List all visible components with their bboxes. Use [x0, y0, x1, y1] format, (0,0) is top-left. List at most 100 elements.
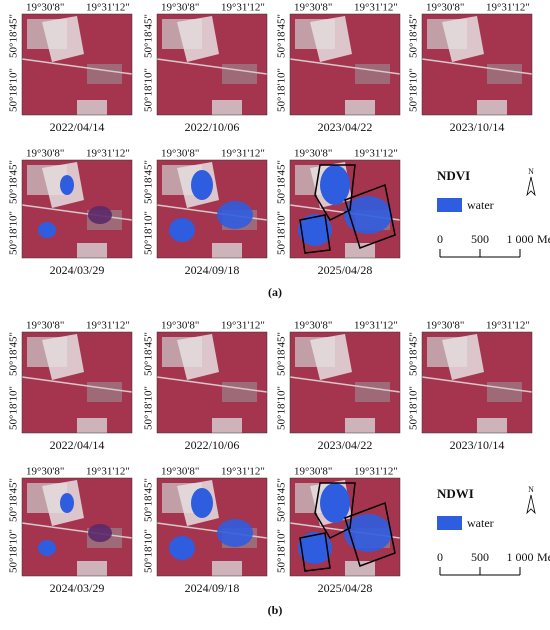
x-coordinate-label: 19°31'12"	[354, 320, 398, 332]
x-coordinate-label: 19°30'8"	[426, 320, 464, 332]
map-tile	[21, 477, 133, 577]
water-area	[320, 165, 350, 205]
road	[21, 58, 133, 75]
north-label: N	[528, 167, 534, 176]
map-frame	[21, 13, 133, 116]
y-coordinate-label: 50°18'10"	[408, 386, 420, 430]
white-area	[177, 334, 219, 380]
y-coordinate-label: 50°18'10"	[276, 211, 288, 255]
grey-patch	[222, 64, 257, 84]
water-area	[217, 519, 253, 547]
date-label: 2022/04/14	[50, 438, 105, 452]
water-area	[344, 196, 392, 234]
x-coordinate-label: 19°30'8"	[161, 2, 199, 14]
x-coordinate-label: 19°31'12"	[221, 148, 265, 160]
road	[21, 522, 133, 539]
map-frame	[21, 477, 133, 577]
x-coordinate-label: 19°30'8"	[26, 320, 64, 332]
grey-patch	[487, 64, 522, 84]
grey-patch	[345, 418, 375, 433]
legend-label: water	[467, 516, 494, 530]
y-coordinate-label: 50°18'10"	[143, 386, 155, 430]
date-label: 2025/04/28	[318, 263, 373, 277]
map-tile	[421, 331, 533, 434]
date-label: 2022/10/06	[185, 120, 240, 134]
water-area	[60, 493, 74, 513]
y-coordinate-label: 50°18'10"	[143, 529, 155, 573]
y-coordinate-label: 50°18'10"	[8, 211, 20, 255]
x-coordinate-label: 19°31'12"	[486, 320, 530, 332]
water-area	[169, 536, 195, 560]
map-tile	[156, 13, 268, 116]
x-coordinate-label: 19°30'8"	[26, 2, 64, 14]
x-coordinate-label: 19°30'8"	[294, 2, 332, 14]
date-label: 2024/03/29	[50, 581, 105, 595]
map-tile	[289, 331, 401, 434]
y-coordinate-label: 50°18'45"	[143, 14, 155, 58]
legend-swatch	[437, 516, 462, 530]
x-coordinate-label: 19°30'8"	[161, 148, 199, 160]
scale-unit: Meters	[537, 232, 550, 246]
map-tile	[156, 477, 268, 577]
grey-patch	[222, 382, 257, 402]
x-coordinate-label: 19°30'8"	[294, 466, 332, 478]
study-outline	[299, 214, 331, 254]
scale-label: 1 000	[507, 550, 534, 564]
study-outline	[344, 501, 396, 567]
map-tile	[289, 159, 401, 259]
map-tile	[21, 13, 133, 116]
x-coordinate-label: 19°31'12"	[86, 2, 130, 14]
y-coordinate-label: 50°18'10"	[408, 68, 420, 112]
grey-patch	[77, 100, 107, 115]
grey-patch	[345, 561, 375, 576]
grey-patch	[345, 243, 375, 258]
x-coordinate-label: 19°30'8"	[294, 320, 332, 332]
y-coordinate-label: 50°18'45"	[408, 332, 420, 376]
y-coordinate-label: 50°18'10"	[143, 68, 155, 112]
map-frame	[156, 13, 268, 116]
date-label: 2023/04/22	[318, 438, 373, 452]
road	[289, 58, 401, 75]
map-frame	[289, 477, 401, 577]
north-arrow	[526, 176, 536, 197]
y-coordinate-label: 50°18'45"	[276, 160, 288, 204]
y-coordinate-label: 50°18'10"	[8, 386, 20, 430]
water-area	[88, 206, 112, 224]
grey-patch	[355, 64, 390, 84]
white-area	[442, 16, 484, 62]
white-area	[42, 16, 84, 62]
map-tile	[289, 477, 401, 577]
grey-patch	[87, 64, 122, 84]
study-outline	[299, 532, 331, 572]
map-frame	[156, 477, 268, 577]
y-coordinate-label: 50°18'45"	[8, 14, 20, 58]
x-coordinate-label: 19°31'12"	[354, 148, 398, 160]
water-area	[38, 222, 56, 238]
white-area	[442, 334, 484, 380]
road	[421, 376, 533, 393]
y-coordinate-label: 50°18'45"	[276, 478, 288, 522]
x-coordinate-label: 19°31'12"	[486, 2, 530, 14]
grey-patch	[77, 418, 107, 433]
x-coordinate-label: 19°31'12"	[86, 320, 130, 332]
road	[21, 376, 133, 393]
x-coordinate-label: 19°31'12"	[221, 466, 265, 478]
y-coordinate-label: 50°18'45"	[408, 14, 420, 58]
y-coordinate-label: 50°18'10"	[143, 211, 155, 255]
legend-title: NDWI	[437, 486, 474, 501]
white-area	[42, 334, 84, 380]
y-coordinate-label: 50°18'10"	[8, 529, 20, 573]
y-coordinate-label: 50°18'45"	[8, 478, 20, 522]
y-coordinate-label: 50°18'45"	[276, 14, 288, 58]
road	[156, 376, 268, 393]
map-frame	[289, 331, 401, 434]
x-coordinate-label: 19°31'12"	[221, 320, 265, 332]
grey-patch	[212, 561, 242, 576]
north-label: N	[528, 485, 534, 494]
date-label: 2025/04/28	[318, 581, 373, 595]
legend-title: NDVI	[437, 168, 470, 183]
x-coordinate-label: 19°30'8"	[426, 2, 464, 14]
y-coordinate-label: 50°18'45"	[8, 332, 20, 376]
white-area	[310, 334, 352, 380]
